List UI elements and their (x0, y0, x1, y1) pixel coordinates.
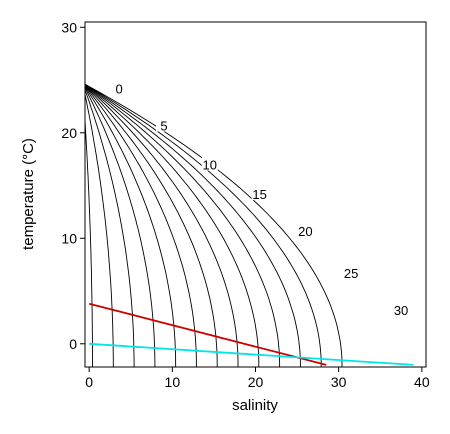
x-tick-label-2: 20 (248, 374, 264, 390)
contour-label-5: 25 (344, 266, 358, 281)
contour-label-0: 0 (115, 82, 122, 97)
contour-labels: 0 5 10 15 20 25 30 (111, 81, 410, 318)
y-axis: 0 10 20 30 (61, 19, 85, 352)
contour-label-bg-3 (251, 187, 268, 201)
y-tick-label-0: 0 (69, 336, 77, 352)
contour-line-7 (85, 84, 239, 367)
contour-label-bg-1 (156, 118, 173, 132)
contour-line-2 (85, 88, 135, 367)
x-tick-label-0: 0 (85, 374, 93, 390)
y-tick-label-3: 30 (61, 19, 77, 35)
contour-label-1: 5 (160, 119, 167, 134)
y-axis-title: temperature (°C) (20, 138, 37, 250)
contour-line-12 (85, 83, 343, 367)
series-line-1 (89, 342, 414, 366)
x-axis: 0 10 20 30 40 (85, 367, 430, 390)
x-tick-label-1: 10 (165, 374, 181, 390)
contour-line-6 (85, 84, 218, 367)
contour-label-4: 20 (298, 224, 312, 239)
contour-line-9 (85, 84, 281, 367)
series-line-0 (88, 302, 327, 366)
contour-label-6: 30 (394, 303, 408, 318)
contour-label-bg-0 (111, 81, 128, 95)
contour-line-5 (85, 85, 197, 367)
contour-label-bg-6 (393, 303, 410, 317)
contour-line-0 (85, 113, 93, 367)
contour-line-3 (85, 86, 156, 367)
contour-label-bg-4 (297, 224, 314, 238)
y-tick-label-2: 20 (61, 125, 77, 141)
x-tick-label-4: 40 (414, 374, 430, 390)
contour-line-11 (85, 83, 322, 367)
contour-line-4 (85, 85, 177, 367)
y-tick-label-1: 10 (61, 230, 77, 246)
contour-line-1 (85, 92, 114, 367)
x-axis-title: salinity (232, 397, 278, 414)
contour-label-bg-2 (201, 157, 218, 171)
contour-line-8 (85, 84, 260, 367)
contour-label-2: 10 (203, 158, 217, 173)
series-lines (88, 302, 414, 366)
contour-label-3: 15 (252, 187, 266, 202)
contour-label-bg-5 (343, 266, 360, 280)
x-tick-label-3: 30 (331, 374, 347, 390)
contour-line-10 (85, 83, 301, 367)
contour-lines (85, 83, 343, 367)
